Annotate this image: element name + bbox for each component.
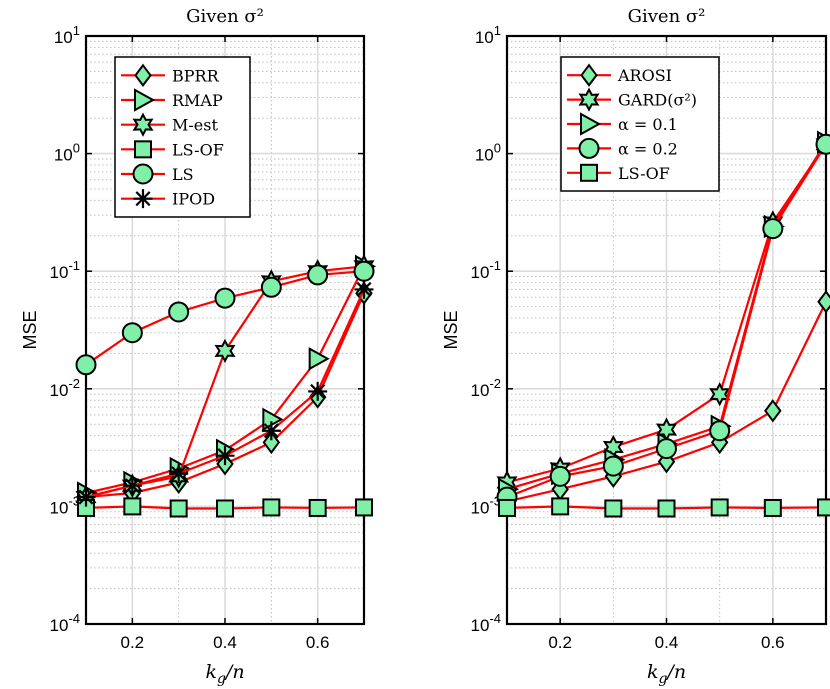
x-tick-label: 0.6 [761,633,785,652]
x-tick-label: 0.2 [548,633,572,652]
x-axis-label: kg/n [205,661,244,687]
data-point-rmap [308,347,330,371]
data-point-ls-of [817,498,830,517]
y-tick-label: 10-3 [50,493,80,517]
data-point-arosi [764,399,782,423]
y-tick-label: 10-4 [471,611,501,635]
data-point-ls [75,354,97,376]
y-tick-label: 100 [475,141,501,165]
y-tick-label: 101 [54,23,80,47]
legend-label-ls-of: LS-OF [172,140,224,159]
data-point-gard [709,382,731,407]
data-point-ls [307,264,329,286]
chart-panel-2: 101 100 10-1 10-2 10-3 10-4 0.2 0.4 0.6 Given σ² M… [441,6,830,687]
chart-panel-1: 101 100 10-1 10-2 10-3 10-4 0.2 0.4 0.6 Given σ² M… [20,6,377,687]
data-point-ls [121,322,143,344]
legend-marker-bprr [134,63,152,88]
data-point-ipod [76,487,96,507]
legend-marker-gard [578,87,600,112]
legend-marker-m-est [132,112,154,137]
series-ipod [76,279,374,507]
data-point-ls [260,276,282,298]
data-point-ls [168,301,190,323]
chart-title: Given σ² [628,6,706,27]
y-axis-label: MSE [441,310,461,349]
data-point-0-2 [815,133,830,155]
data-point-ls-of [216,499,234,518]
x-tick-label: 0.2 [121,633,145,652]
y-tick-label: 100 [54,141,80,165]
data-point-ipod [215,446,235,466]
legend: AROSI GARD(σ²) α = 0.1 α = 0.2 LS-OF [560,56,720,192]
legend: BPRR RMAP M-est LS-OF LS IPOD [114,56,251,218]
data-point-ipod [261,421,281,441]
legend-label-0-2: α = 0.2 [618,139,678,158]
chart-title: Given σ² [186,6,264,27]
data-point-ls-of [308,498,327,517]
data-point-ipod [308,381,328,401]
series-group [496,130,830,518]
legend-marker-ls-of [580,163,598,182]
y-tick-label: 10-2 [50,376,80,400]
data-point-ls-of [169,499,188,518]
y-tick-label: 10-3 [471,493,501,517]
data-point-ls-of [123,497,142,516]
y-tick-label: 10-2 [471,376,501,400]
legend-label-ls: LS [172,165,194,184]
legend-marker-arosi [580,63,598,87]
data-point-0-2 [762,218,784,240]
data-point-0-2 [602,455,624,477]
data-point-ls-of [355,498,373,517]
series-ls [75,260,375,376]
series-ls-of [498,497,830,518]
series-group [75,254,377,518]
data-point-ls-of [763,498,782,517]
legend-label-arosi: AROSI [617,66,672,85]
y-axis-label: MSE [20,310,40,349]
data-point-m-est [214,338,236,364]
data-point-0-2 [549,465,571,487]
legend-label-gard: GARD(σ²) [618,91,697,110]
data-point-0-2 [656,438,677,460]
legend-label-bprr: BPRR [172,66,220,85]
legend-label-rmap: RMAP [172,91,223,110]
data-point-0-2 [709,420,731,442]
data-point-ipod [169,464,189,484]
data-point-ls [353,260,375,282]
legend-marker-ls [132,163,154,185]
legend-label-0-1: α = 0.1 [618,115,678,134]
legend-box [114,56,251,218]
x-tick-label: 0.6 [306,633,330,652]
data-point-bprr [262,430,281,455]
data-point-ls-of [710,498,729,517]
legend-marker-ls-of [134,140,152,159]
data-point-ls [214,287,236,309]
y-tick-label: 10-4 [50,611,80,635]
x-axis-label: kg/n [647,661,686,687]
x-tick-label: 0.4 [213,633,237,652]
legend-marker-ipod [133,189,153,209]
series-ls-of [77,497,373,518]
y-tick-label: 10-1 [50,258,80,282]
x-tick-label: 0.4 [655,633,679,652]
legend-label-ipod: IPOD [172,190,215,209]
legend-marker-0-2 [578,137,600,159]
y-tick-label: 10-1 [471,258,501,282]
data-point-ipod [354,279,374,299]
data-point-arosi [817,290,830,314]
data-point-ls-of [551,497,570,516]
data-point-ls-of [262,498,281,517]
y-tick-label: 101 [475,23,501,47]
legend-label-ls-of: LS-OF [618,164,670,183]
legend-marker-rmap [134,88,156,112]
legend-label-m-est: M-est [172,116,218,135]
data-point-ls-of [604,499,623,518]
series-arosi [498,290,830,514]
data-point-ls-of [498,498,516,517]
data-point-ls-of [657,499,676,518]
data-point-ipod [122,476,142,496]
legend-marker-0-1 [580,112,602,136]
